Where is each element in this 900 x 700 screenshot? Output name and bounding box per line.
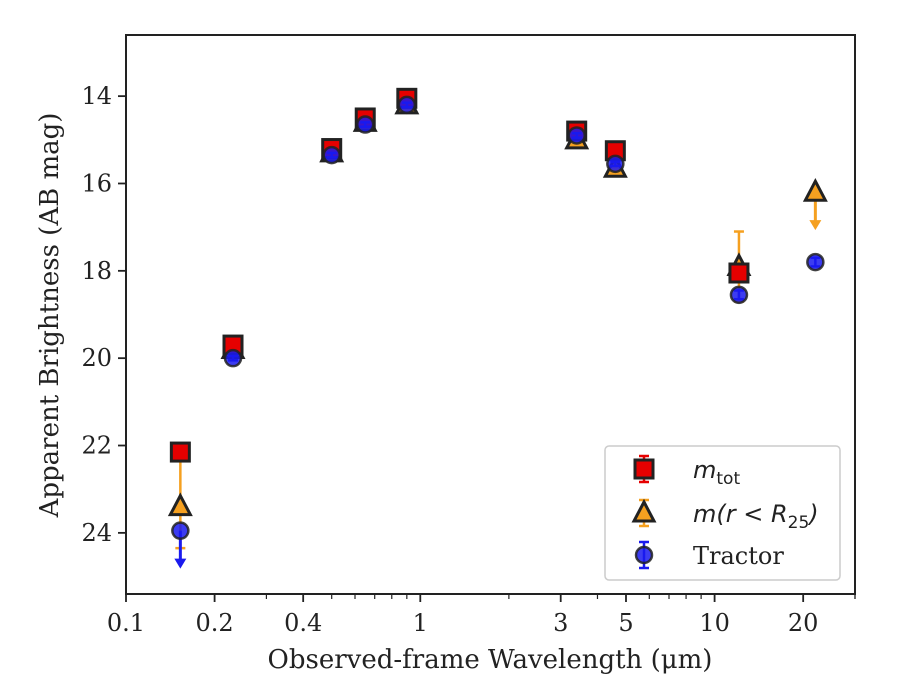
- tractor-marker: [223, 348, 243, 368]
- y-tick-label: 20: [81, 344, 112, 372]
- legend-tractor-marker: [634, 545, 654, 565]
- tractor-point: [606, 154, 625, 174]
- tractor-point: [355, 115, 375, 134]
- mtot-point: [728, 262, 750, 284]
- y-tick-label: 22: [81, 432, 112, 460]
- tractor-point: [567, 126, 586, 145]
- y-tick-label: 18: [81, 257, 112, 285]
- y-axis-title: Apparent Brightness (AB mag): [35, 113, 65, 519]
- legend: mtot m(r < R25) Tractor: [604, 445, 841, 581]
- legend-mtot-marker: [633, 458, 655, 480]
- x-axis-title: Observed-frame Wavelength (μm): [268, 645, 713, 675]
- series-tractor: [171, 95, 825, 569]
- mr25-point: [802, 177, 828, 231]
- legend-box: [604, 445, 841, 581]
- tractor-marker: [567, 126, 586, 145]
- legend-mr25-marker: [631, 498, 657, 523]
- mtot-point: [604, 140, 626, 162]
- x-tick-label: 5: [618, 609, 633, 637]
- tractor-point: [806, 252, 825, 272]
- mr25-limit-arrowhead: [809, 220, 822, 231]
- tractor-limit-arrowhead: [174, 558, 187, 569]
- mr25-marker: [167, 492, 193, 517]
- legend-label-tractor: Tractor: [693, 542, 784, 570]
- tractor-point: [322, 145, 341, 165]
- x-tick-label: 0.1: [107, 609, 145, 637]
- axis-ticks: 0.1 0.2 0.4 1 3 5 10 20 14 16 18 20 22 24: [81, 82, 856, 637]
- plot-frame: [125, 34, 856, 595]
- tractor-marker: [397, 95, 417, 115]
- tractor-point: [397, 95, 417, 115]
- tractor-marker: [729, 285, 749, 305]
- x-tick-label: 20: [788, 609, 819, 637]
- mtot-point: [169, 441, 191, 463]
- tractor-point: [223, 348, 243, 368]
- legend-label-mr25: m(r < R25): [693, 500, 819, 533]
- tractor-point: [171, 521, 190, 569]
- legend-item-tractor: Tractor: [634, 540, 784, 570]
- y-tick-label: 24: [81, 519, 112, 547]
- x-tick-label: 1: [413, 609, 428, 637]
- tractor-marker: [171, 521, 190, 540]
- x-tick-label: 3: [553, 609, 568, 637]
- tractor-marker: [355, 115, 375, 134]
- tractor-marker: [322, 145, 341, 165]
- tractor-marker: [806, 252, 825, 272]
- data-series: [167, 87, 828, 569]
- legend-label-mtot: mtot: [693, 456, 740, 489]
- mtot-marker: [728, 262, 750, 284]
- mr25-marker: [802, 177, 828, 202]
- y-tick-label: 14: [81, 82, 112, 110]
- x-tick-label: 0.2: [196, 609, 234, 637]
- mtot-marker: [169, 441, 191, 463]
- legend-item-mr25: m(r < R25): [631, 498, 819, 533]
- tractor-marker: [606, 154, 625, 174]
- legend-item-mtot: mtot: [633, 454, 740, 489]
- x-tick-label: 0.4: [284, 609, 322, 637]
- y-tick-label: 16: [81, 169, 112, 197]
- tractor-point: [729, 285, 749, 305]
- x-tick-label: 10: [699, 609, 730, 637]
